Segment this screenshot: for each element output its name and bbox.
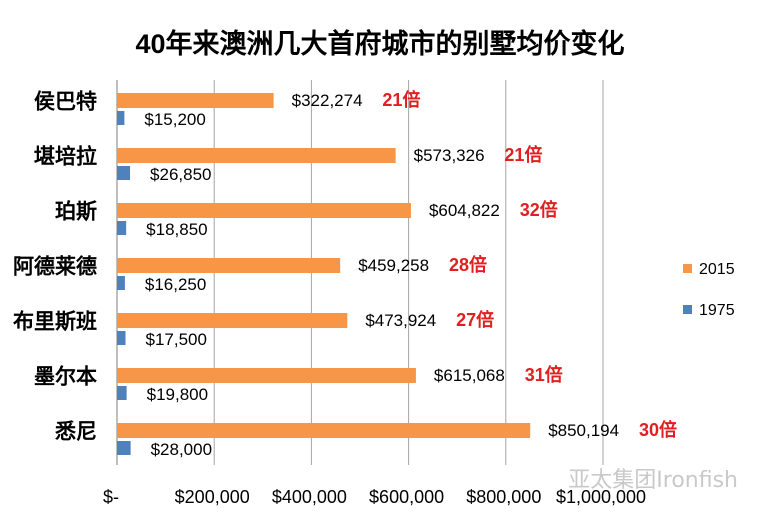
data-label-2015: $850,194	[548, 421, 619, 440]
multiplier-label: 27倍	[456, 309, 494, 330]
x-tick-label: $200,000	[175, 487, 250, 507]
legend-label-1975: 1975	[699, 302, 735, 319]
data-label-1975: $16,250	[145, 275, 206, 294]
x-tick-label: $1,000,000	[556, 487, 646, 507]
multiplier-label: 32倍	[520, 199, 558, 220]
category-label: 堪培拉	[34, 145, 97, 169]
bar-2015	[117, 423, 531, 438]
category-label: 珀斯	[55, 200, 97, 224]
data-label-2015: $615,068	[434, 366, 505, 385]
data-label-2015: $604,822	[429, 201, 500, 220]
bar-2015	[117, 148, 396, 163]
legend-swatch-1975	[683, 305, 692, 314]
x-tick-label: $400,000	[272, 487, 347, 507]
data-label-1975: $18,850	[146, 220, 207, 239]
data-label-2015: $473,924	[365, 311, 436, 330]
bar-1975	[117, 166, 131, 180]
x-tick-label: $600,000	[369, 487, 444, 507]
data-label-2015: $322,274	[292, 91, 363, 110]
bar-2015	[117, 368, 416, 383]
bar-1975	[117, 331, 126, 345]
multiplier-label: 21倍	[504, 144, 542, 165]
multiplier-label: 21倍	[382, 89, 420, 110]
watermark-text: 亚太集团Ironfish	[568, 468, 738, 493]
data-label-1975: $17,500	[146, 330, 207, 349]
bar-1975	[117, 386, 127, 400]
data-label-2015: $573,326	[414, 146, 485, 165]
category-label: 悉尼	[54, 421, 97, 444]
bar-1975	[117, 441, 131, 455]
x-tick-label: $800,000	[466, 487, 541, 507]
bar-1975	[117, 276, 125, 290]
bar-2015	[117, 93, 274, 108]
x-tick-label: $-	[103, 487, 119, 507]
category-label: 布里斯班	[13, 310, 97, 334]
bar-2015	[117, 258, 341, 273]
bar-2015	[117, 313, 348, 328]
bar-1975	[117, 221, 127, 235]
data-label-1975: $19,800	[147, 385, 208, 404]
legend-swatch-2015	[683, 264, 692, 273]
data-label-1975: $15,200	[144, 110, 205, 129]
category-label: 阿德莱德	[13, 255, 97, 279]
data-label-1975: $28,000	[151, 440, 212, 459]
category-label: 墨尔本	[34, 365, 97, 389]
legend-label-2015: 2015	[699, 261, 735, 278]
multiplier-label: 31倍	[525, 364, 563, 385]
bar-2015	[117, 203, 411, 218]
chart-title: 40年来澳洲几大首府城市的别墅均价变化	[135, 29, 625, 59]
data-label-1975: $26,850	[150, 165, 211, 184]
data-label-2015: $459,258	[358, 256, 429, 275]
bar-1975	[117, 111, 125, 125]
multiplier-label: 30倍	[639, 419, 677, 440]
category-label: 侯巴特	[34, 90, 97, 114]
multiplier-label: 28倍	[449, 254, 487, 275]
